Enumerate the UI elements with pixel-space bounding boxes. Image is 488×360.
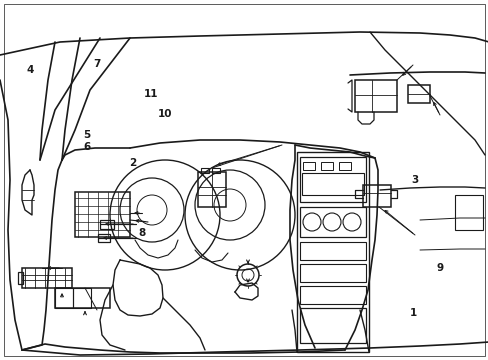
- Text: 4: 4: [26, 65, 34, 75]
- Bar: [55, 288, 73, 308]
- Text: 5: 5: [83, 130, 90, 140]
- Bar: [320, 162, 332, 170]
- Text: 1: 1: [409, 308, 416, 318]
- Bar: [454, 195, 482, 230]
- Bar: [299, 242, 365, 260]
- Text: 2: 2: [129, 158, 136, 168]
- Bar: [299, 308, 365, 343]
- Bar: [407, 85, 429, 103]
- Bar: [299, 157, 365, 202]
- Bar: [55, 288, 110, 308]
- Text: 7: 7: [93, 59, 101, 69]
- Bar: [354, 80, 396, 112]
- Bar: [201, 168, 208, 173]
- Text: 11: 11: [143, 89, 158, 99]
- Bar: [299, 286, 365, 304]
- Bar: [338, 162, 350, 170]
- Bar: [212, 168, 220, 173]
- Bar: [303, 162, 314, 170]
- Bar: [296, 152, 368, 352]
- Bar: [22, 268, 72, 288]
- Bar: [100, 220, 114, 229]
- Text: 10: 10: [158, 109, 172, 120]
- Bar: [73, 288, 91, 308]
- Bar: [198, 172, 225, 207]
- Bar: [299, 264, 365, 282]
- Bar: [302, 173, 363, 195]
- Bar: [98, 234, 110, 242]
- Text: 8: 8: [138, 228, 145, 238]
- Text: 6: 6: [83, 142, 90, 152]
- Bar: [18, 272, 23, 284]
- Bar: [362, 185, 390, 207]
- Text: 3: 3: [410, 175, 417, 185]
- Text: 9: 9: [436, 263, 443, 273]
- Bar: [75, 192, 130, 237]
- Bar: [299, 207, 365, 237]
